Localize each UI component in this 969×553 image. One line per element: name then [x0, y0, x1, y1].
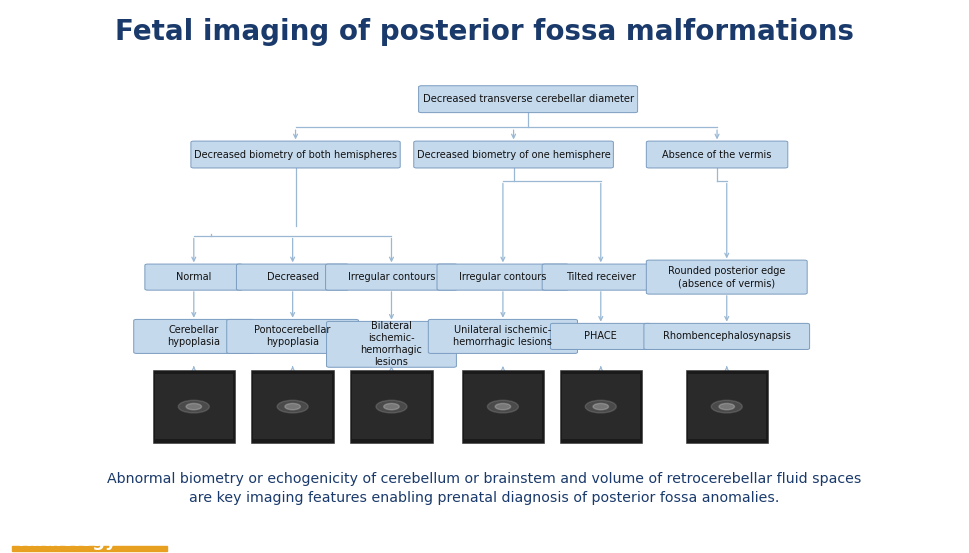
- Text: Rhombencephalosynapsis: Rhombencephalosynapsis: [663, 331, 791, 341]
- Bar: [154, 374, 233, 439]
- Bar: [254, 374, 331, 439]
- FancyBboxPatch shape: [542, 264, 659, 290]
- Text: Biometry of the brainstem ?: Biometry of the brainstem ?: [141, 225, 281, 234]
- Bar: [685, 370, 767, 443]
- Text: Irregular contours: Irregular contours: [348, 272, 435, 282]
- Bar: [562, 374, 640, 439]
- FancyBboxPatch shape: [437, 264, 569, 290]
- FancyBboxPatch shape: [227, 320, 359, 353]
- Bar: [351, 370, 432, 443]
- Text: Decreased biometry of both hemispheres: Decreased biometry of both hemispheres: [194, 149, 397, 159]
- Text: Fetal imaging of posterior fossa malformations: Fetal imaging of posterior fossa malform…: [115, 18, 854, 46]
- FancyBboxPatch shape: [419, 86, 638, 113]
- Text: Absence of the vermis: Absence of the vermis: [663, 149, 771, 159]
- Circle shape: [593, 404, 609, 410]
- Bar: [353, 374, 431, 439]
- FancyBboxPatch shape: [191, 141, 400, 168]
- FancyBboxPatch shape: [550, 324, 651, 349]
- Text: Radiology: Radiology: [17, 533, 117, 550]
- Bar: [559, 370, 641, 443]
- Text: PHACE: PHACE: [584, 331, 617, 341]
- Text: Pediatric: Pediatric: [17, 514, 108, 532]
- FancyBboxPatch shape: [326, 264, 457, 290]
- FancyBboxPatch shape: [145, 264, 243, 290]
- Circle shape: [186, 404, 202, 410]
- Text: Abnormal biometry or echogenicity of cerebellum or brainstem and volume of retro: Abnormal biometry or echogenicity of cer…: [108, 472, 861, 486]
- Text: are key imaging features enabling prenatal diagnosis of posterior fossa anomalie: are key imaging features enabling prenat…: [189, 492, 780, 505]
- Circle shape: [285, 404, 300, 410]
- FancyBboxPatch shape: [327, 321, 456, 367]
- Text: Unilateral ischemic-
hemorrhagic lesions: Unilateral ischemic- hemorrhagic lesions: [453, 325, 552, 347]
- Text: Pontocerebellar
hypoplasia: Pontocerebellar hypoplasia: [255, 325, 330, 347]
- Circle shape: [487, 400, 518, 413]
- Circle shape: [178, 400, 209, 413]
- Circle shape: [384, 404, 399, 410]
- Bar: [12, 545, 167, 551]
- Text: Irregular contours: Irregular contours: [459, 272, 547, 282]
- Text: Rounded posterior edge
(absence of vermis): Rounded posterior edge (absence of vermi…: [668, 266, 786, 288]
- FancyBboxPatch shape: [236, 264, 349, 290]
- Circle shape: [711, 400, 742, 413]
- Text: Cerebellar
hypoplasia: Cerebellar hypoplasia: [168, 325, 220, 347]
- FancyBboxPatch shape: [428, 320, 578, 353]
- FancyBboxPatch shape: [414, 141, 613, 168]
- Text: Tilted receiver: Tilted receiver: [566, 272, 636, 282]
- Circle shape: [585, 400, 616, 413]
- Text: Decreased: Decreased: [266, 272, 319, 282]
- Circle shape: [719, 404, 735, 410]
- Text: Bilateral
ischemic-
hemorrhagic
lesions: Bilateral ischemic- hemorrhagic lesions: [360, 321, 422, 367]
- FancyBboxPatch shape: [134, 320, 254, 353]
- Text: Decreased biometry of one hemisphere: Decreased biometry of one hemisphere: [417, 149, 610, 159]
- Text: Normal: Normal: [176, 272, 211, 282]
- FancyBboxPatch shape: [643, 324, 810, 349]
- Circle shape: [277, 400, 308, 413]
- FancyBboxPatch shape: [646, 260, 807, 294]
- Text: Decreased transverse cerebellar diameter: Decreased transverse cerebellar diameter: [422, 94, 634, 104]
- Bar: [687, 374, 766, 439]
- FancyBboxPatch shape: [646, 141, 788, 168]
- Bar: [463, 374, 542, 439]
- Bar: [153, 370, 234, 443]
- Circle shape: [495, 404, 511, 410]
- Bar: [251, 370, 333, 443]
- Bar: [462, 370, 545, 443]
- Circle shape: [376, 400, 407, 413]
